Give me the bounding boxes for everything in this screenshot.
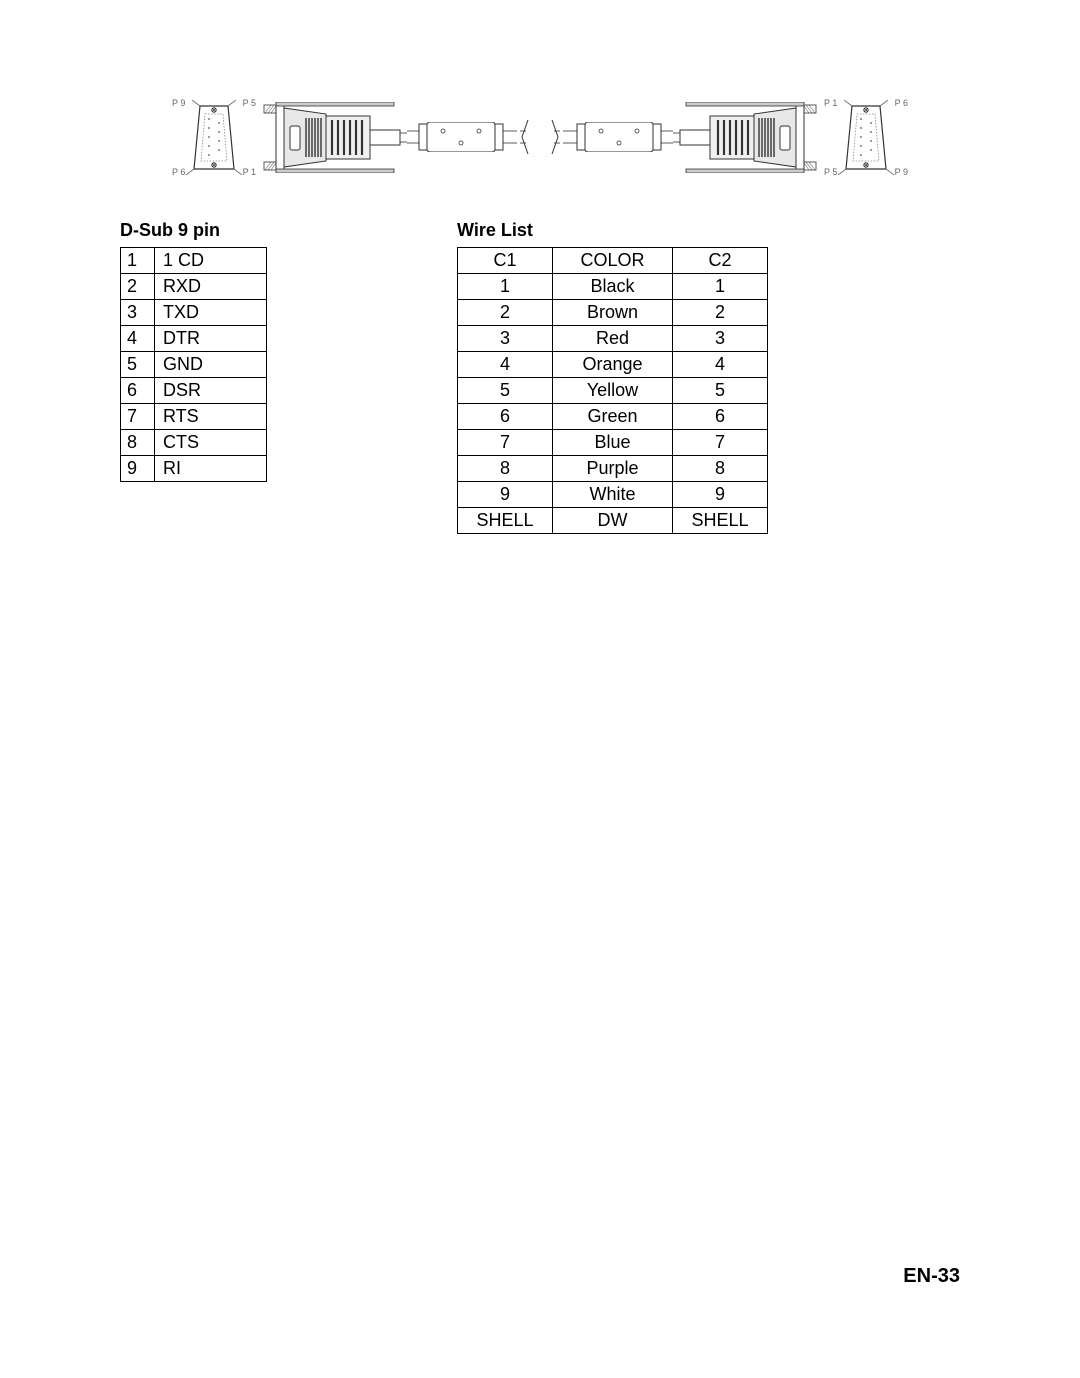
wire-table-block: Wire List C1COLORC21Black12Brown23Red34O… (457, 220, 768, 534)
table-row: 9RI (121, 456, 267, 482)
wire-cell: SHELL (458, 508, 553, 534)
pin-number: 2 (121, 274, 155, 300)
wire-cell: 4 (458, 352, 553, 378)
table-row: 11 CD (121, 248, 267, 274)
table-header-cell: C2 (673, 248, 768, 274)
pin-name: 1 CD (155, 248, 267, 274)
table-row: 7RTS (121, 404, 267, 430)
table-row: 3TXD (121, 300, 267, 326)
table-row: 3Red3 (458, 326, 768, 352)
pin-label-p6: P 6 (172, 167, 185, 177)
pin-label-p5: P 5 (824, 167, 837, 177)
cable-segment-left (407, 122, 517, 152)
wire-cell: Yellow (553, 378, 673, 404)
table-header-cell: C1 (458, 248, 553, 274)
cable-break (520, 120, 560, 154)
pin-name: RXD (155, 274, 267, 300)
pin-name: DTR (155, 326, 267, 352)
wire-cell: Purple (553, 456, 673, 482)
pin-number: 9 (121, 456, 155, 482)
left-pin-schematic: P 9 P 5 P 6 P 1 (180, 100, 248, 175)
wire-title: Wire List (457, 220, 768, 241)
table-row: 5GND (121, 352, 267, 378)
page-number: EN-33 (903, 1265, 960, 1288)
table-row: 8CTS (121, 430, 267, 456)
table-row: 5Yellow5 (458, 378, 768, 404)
right-pin-schematic: P 1 P 6 P 5 P 9 (832, 100, 900, 175)
table-row: 4Orange4 (458, 352, 768, 378)
pinout-table-block: D-Sub 9 pin 11 CD2RXD3TXD4DTR5GND6DSR7RT… (120, 220, 267, 482)
wire-cell: 4 (673, 352, 768, 378)
table-row: SHELLDWSHELL (458, 508, 768, 534)
wire-cell: 9 (458, 482, 553, 508)
wire-cell: 6 (458, 404, 553, 430)
table-row: 2RXD (121, 274, 267, 300)
wire-cell: 8 (458, 456, 553, 482)
wire-cell: Orange (553, 352, 673, 378)
pin-name: GND (155, 352, 267, 378)
wire-cell: 8 (673, 456, 768, 482)
wire-cell: DW (553, 508, 673, 534)
wire-cell: 5 (458, 378, 553, 404)
table-row: 9White9 (458, 482, 768, 508)
table-row: 2Brown2 (458, 300, 768, 326)
pinout-title: D-Sub 9 pin (120, 220, 267, 241)
wire-cell: 2 (458, 300, 553, 326)
pinout-table: 11 CD2RXD3TXD4DTR5GND6DSR7RTS8CTS9RI (120, 247, 267, 482)
wire-cell: 2 (673, 300, 768, 326)
pin-label-p9: P 9 (895, 167, 908, 177)
pin-label-p6: P 6 (895, 98, 908, 108)
table-header-row: C1COLORC2 (458, 248, 768, 274)
pin-number: 5 (121, 352, 155, 378)
pin-number: 4 (121, 326, 155, 352)
pin-label-p5: P 5 (243, 98, 256, 108)
pin-number: 6 (121, 378, 155, 404)
pin-label-p1: P 1 (243, 167, 256, 177)
pin-name: CTS (155, 430, 267, 456)
wire-cell: Brown (553, 300, 673, 326)
wire-cell: 5 (673, 378, 768, 404)
wire-cell: Black (553, 274, 673, 300)
wire-cell: SHELL (673, 508, 768, 534)
cable-segment-right (563, 122, 673, 152)
wire-cell: 7 (458, 430, 553, 456)
left-connector-body (262, 102, 407, 173)
table-row: 6Green6 (458, 404, 768, 430)
wire-cell: Red (553, 326, 673, 352)
pin-label-p1: P 1 (824, 98, 837, 108)
pin-name: DSR (155, 378, 267, 404)
pin-number: 7 (121, 404, 155, 430)
right-connector-body (673, 102, 818, 173)
wire-cell: 1 (458, 274, 553, 300)
table-row: 6DSR (121, 378, 267, 404)
wire-cell: 7 (673, 430, 768, 456)
wire-cell: 3 (673, 326, 768, 352)
table-row: 7Blue7 (458, 430, 768, 456)
wire-cell: 6 (673, 404, 768, 430)
wire-cell: 3 (458, 326, 553, 352)
wire-cell: Blue (553, 430, 673, 456)
pin-name: RTS (155, 404, 267, 430)
wire-cell: White (553, 482, 673, 508)
pin-label-p9: P 9 (172, 98, 185, 108)
wire-cell: Green (553, 404, 673, 430)
table-row: 4DTR (121, 326, 267, 352)
pin-name: TXD (155, 300, 267, 326)
cable-diagram: P 9 P 5 P 6 P 1 (180, 100, 900, 175)
wire-list-table: C1COLORC21Black12Brown23Red34Orange45Yel… (457, 247, 768, 534)
table-header-cell: COLOR (553, 248, 673, 274)
pin-number: 8 (121, 430, 155, 456)
wire-cell: 1 (673, 274, 768, 300)
table-row: 1Black1 (458, 274, 768, 300)
pin-number: 1 (121, 248, 155, 274)
pin-number: 3 (121, 300, 155, 326)
wire-cell: 9 (673, 482, 768, 508)
pin-name: RI (155, 456, 267, 482)
table-row: 8Purple8 (458, 456, 768, 482)
